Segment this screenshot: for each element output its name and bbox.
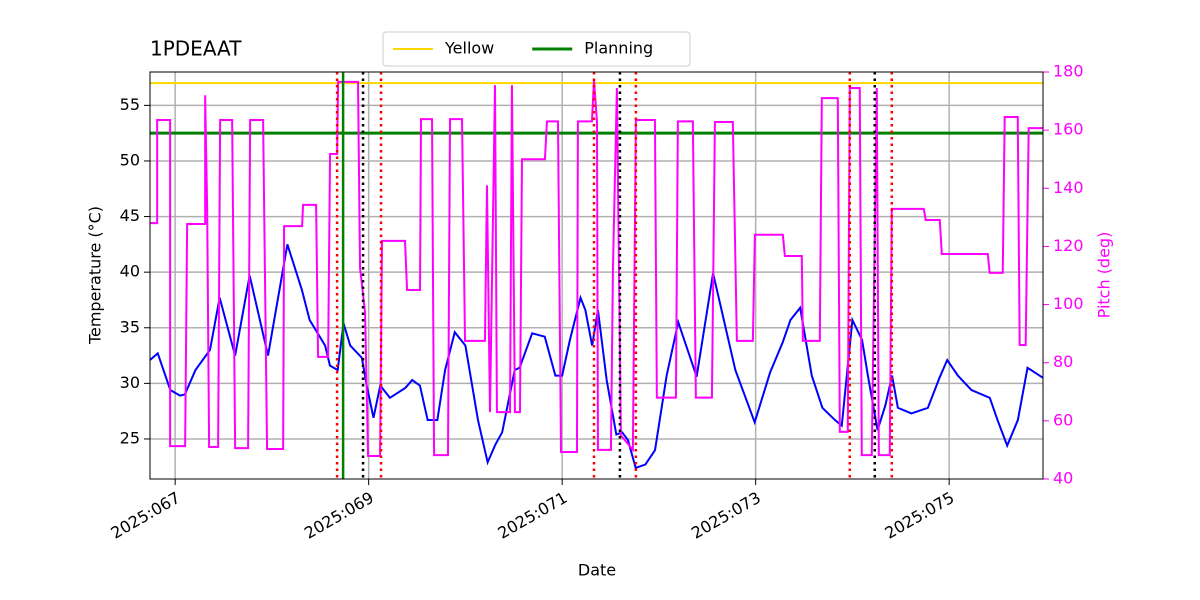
y2-axis-label: Pitch (deg) bbox=[1095, 232, 1114, 319]
legend-label: Planning bbox=[584, 39, 653, 58]
x-axis-label: Date bbox=[578, 561, 616, 580]
y2-tick-label: 140 bbox=[1053, 178, 1084, 197]
chart-title: 1PDEAAT bbox=[150, 37, 242, 61]
x-tick-label: 2025:075 bbox=[882, 488, 958, 543]
y-tick-label: 40 bbox=[120, 262, 140, 281]
y-tick-label: 50 bbox=[120, 150, 140, 169]
y2-tick-label: 100 bbox=[1053, 294, 1084, 313]
plot-frame bbox=[149, 71, 1044, 480]
y2-tick-label: 120 bbox=[1053, 236, 1084, 255]
y2-tick-label: 80 bbox=[1053, 352, 1073, 371]
y-tick-label: 35 bbox=[120, 317, 140, 336]
y-tick-label: 25 bbox=[120, 428, 140, 447]
data-line bbox=[149, 244, 1044, 470]
y-tick-label: 30 bbox=[120, 373, 140, 392]
y2-tick-label: 180 bbox=[1053, 62, 1084, 81]
x-tick-label: 2025:073 bbox=[688, 488, 764, 543]
y-tick-label: 55 bbox=[120, 95, 140, 114]
x-tick-label: 2025:069 bbox=[301, 488, 377, 543]
y2-tick-label: 60 bbox=[1053, 410, 1073, 429]
x-tick-label: 2025:071 bbox=[495, 488, 571, 543]
y-axis-label: Temperature (°C) bbox=[86, 206, 105, 345]
y2-tick-label: 160 bbox=[1053, 120, 1084, 139]
y-tick-label: 45 bbox=[120, 206, 140, 225]
data-line bbox=[150, 80, 1043, 458]
y2-tick-label: 40 bbox=[1053, 469, 1073, 488]
x-tick-label: 2025:067 bbox=[108, 488, 184, 543]
legend-label: Yellow bbox=[444, 39, 494, 58]
